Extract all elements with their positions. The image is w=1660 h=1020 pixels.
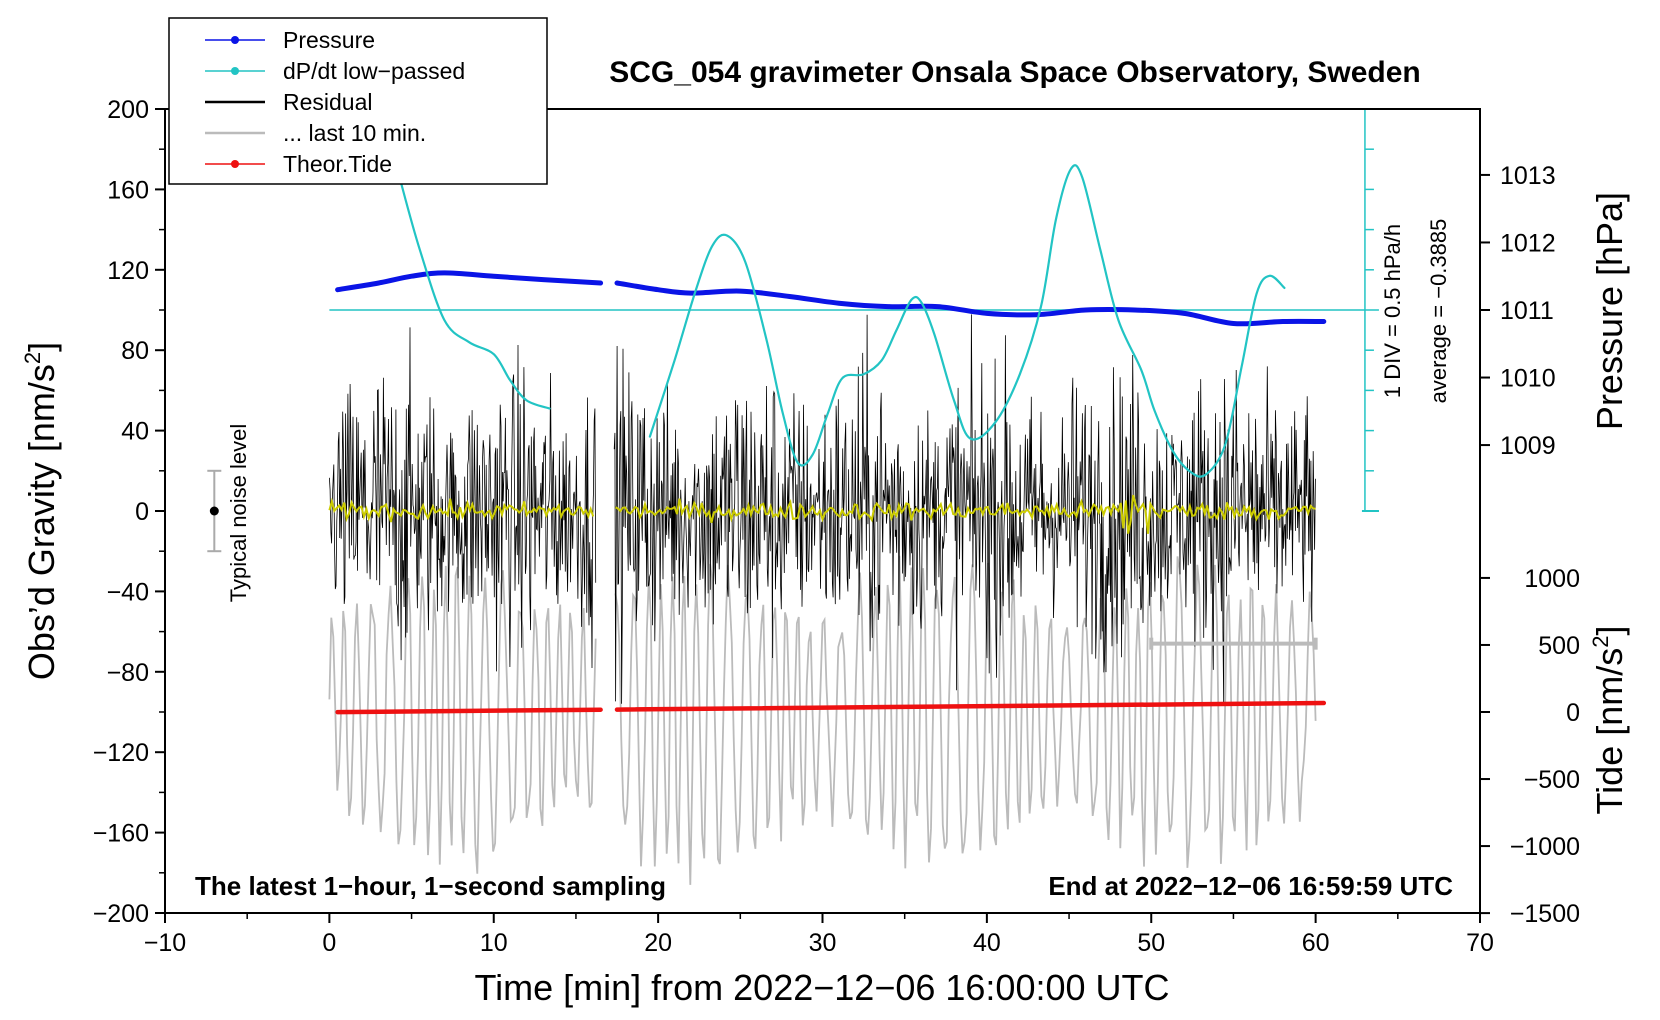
corner-label-right: End at 2022−12−06 16:59:59 UTC <box>1048 871 1453 901</box>
smoothed-residual-trace <box>328 494 1316 534</box>
y-label-tide-end: ] <box>1589 626 1630 636</box>
pressure-tick-label: 1011 <box>1500 297 1554 325</box>
legend-label: dP/dt low−passed <box>283 58 465 84</box>
dpdt-line-segment-1 <box>399 178 551 410</box>
pressure-line-segment-2 <box>614 280 1327 327</box>
legend-label: Residual <box>283 89 373 115</box>
x-tick-label: 50 <box>1137 929 1165 957</box>
noise-level-indicator <box>207 469 222 553</box>
pressure-tick-label: 1010 <box>1500 365 1556 393</box>
legend-label: Pressure <box>283 27 375 53</box>
y-label-tide-sup: 2 <box>1588 636 1613 648</box>
noise-bar-center-dot <box>209 506 219 516</box>
tide-tick-label: 0 <box>1566 699 1580 727</box>
residual-layer <box>329 314 1316 704</box>
dpdt-average-label: average = −0.3885 <box>1426 219 1451 404</box>
pressure-tick-label: 1013 <box>1500 162 1556 190</box>
legend-marker-0 <box>231 36 239 44</box>
legend-items: Pressure dP/dt low−passed Residual ... last… <box>205 27 465 177</box>
legend-label: Theor.Tide <box>283 151 392 177</box>
series-layer <box>329 164 1365 715</box>
y-axis-label-gravity: Obs’d Gravity [nm/s2] <box>20 342 62 680</box>
y-tick-label: 200 <box>107 96 149 124</box>
x-tick-label: 40 <box>973 929 1001 957</box>
tide-tick-label: −500 <box>1524 766 1580 794</box>
y-label-gravity-sup: 2 <box>20 352 45 364</box>
noise-level-label: Typical noise level <box>226 424 251 603</box>
y-axis-label-pressure: Pressure [hPa] <box>1589 192 1630 430</box>
pressure-line-segment-1 <box>335 270 604 293</box>
tide-tick-label: 1000 <box>1524 565 1580 593</box>
y-tick-label: 0 <box>135 498 149 526</box>
x-tick-label: −10 <box>144 929 186 957</box>
y-tick-label: −160 <box>93 820 149 848</box>
dpdt-scale-label: 1 DIV = 0.5 hPa/h <box>1380 224 1405 398</box>
tide-tick-label: −1000 <box>1510 833 1580 861</box>
chart-title: SCG_054 gravimeter Onsala Space Observat… <box>609 56 1421 89</box>
x-tick-label: 0 <box>322 929 336 957</box>
y-label-gravity-text: Obs’d Gravity [nm/s <box>21 364 62 680</box>
y-tick-label: −120 <box>93 739 149 767</box>
pressure-tick-label: 1012 <box>1500 229 1556 257</box>
y-tick-label: 80 <box>121 337 149 365</box>
axis-ticks-layer: −10 0 10 20 30 40 50 60 70 200 160 120 80 40 0 −40 −80 −1… <box>93 96 1580 957</box>
legend: Pressure dP/dt low−passed Residual ... last… <box>168 17 548 185</box>
y-axis-label-tide: Tide [nm/s2] <box>1588 626 1630 815</box>
tide-tick-label: −1500 <box>1510 900 1580 928</box>
y-tick-label: 120 <box>107 257 149 285</box>
x-tick-label: 30 <box>809 929 837 957</box>
x-axis-label: Time [min] from 2022−12−06 16:00:00 UTC <box>474 967 1169 1008</box>
x-tick-label: 20 <box>644 929 672 957</box>
y-label-tide-text: Tide [nm/s <box>1589 648 1630 815</box>
y-label-gravity-end: ] <box>21 342 62 352</box>
last10-grey-layer <box>328 555 1317 885</box>
pressure-tick-label: 1009 <box>1500 432 1556 460</box>
x-tick-label: 10 <box>480 929 508 957</box>
x-tick-label: 60 <box>1302 929 1330 957</box>
tide-line-segment-1 <box>335 707 603 715</box>
legend-marker-1 <box>231 67 239 75</box>
y-tick-label: −200 <box>93 900 149 928</box>
y-tick-label: 40 <box>121 418 149 446</box>
corner-label-left: The latest 1−hour, 1−second sampling <box>195 871 666 901</box>
x-tick-label: 70 <box>1466 929 1494 957</box>
last10-grey-trace <box>328 555 1317 885</box>
smoothed-residual-layer <box>328 494 1316 534</box>
tide-tick-label: 500 <box>1538 632 1580 660</box>
y-tick-label: −80 <box>107 659 149 687</box>
legend-marker-4 <box>231 160 239 168</box>
y-tick-label: −40 <box>107 578 149 606</box>
dpdt-line-segment-2 <box>648 164 1286 478</box>
residual-trace <box>329 314 1316 704</box>
legend-label: ... last 10 min. <box>283 120 426 146</box>
y-tick-label: 160 <box>107 176 149 204</box>
tide-line-segment-2 <box>614 700 1327 712</box>
